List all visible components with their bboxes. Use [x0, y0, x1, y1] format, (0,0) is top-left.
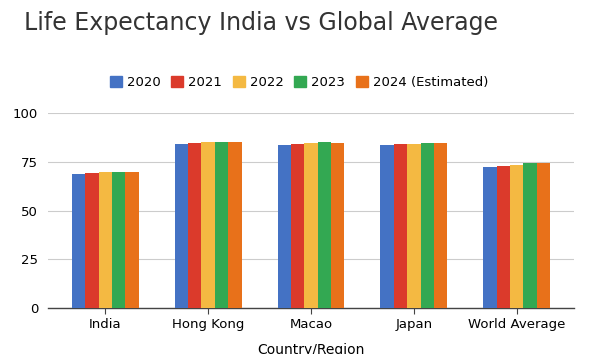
Bar	[434, 143, 447, 308]
Bar	[523, 163, 537, 308]
Bar	[483, 167, 497, 308]
Bar	[291, 144, 304, 308]
Legend: 2020, 2021, 2022, 2023, 2024 (Estimated): 2020, 2021, 2022, 2023, 2024 (Estimated)	[105, 70, 493, 94]
Bar	[510, 165, 523, 308]
Bar	[318, 142, 331, 308]
Bar	[497, 166, 510, 308]
Bar	[85, 173, 99, 308]
X-axis label: Country/Region: Country/Region	[257, 343, 365, 354]
Bar	[331, 143, 344, 308]
Text: Life Expectancy India vs Global Average: Life Expectancy India vs Global Average	[24, 11, 498, 35]
Bar	[99, 172, 112, 308]
Bar	[277, 145, 291, 308]
Bar	[215, 142, 228, 308]
Bar	[393, 144, 407, 308]
Bar	[72, 173, 85, 308]
Bar	[380, 145, 393, 308]
Bar	[188, 143, 202, 308]
Bar	[228, 142, 242, 308]
Bar	[420, 143, 434, 308]
Bar	[537, 163, 550, 308]
Bar	[125, 172, 139, 308]
Bar	[304, 143, 318, 308]
Bar	[112, 172, 125, 308]
Bar	[175, 144, 188, 308]
Bar	[407, 144, 420, 308]
Bar	[202, 142, 215, 308]
